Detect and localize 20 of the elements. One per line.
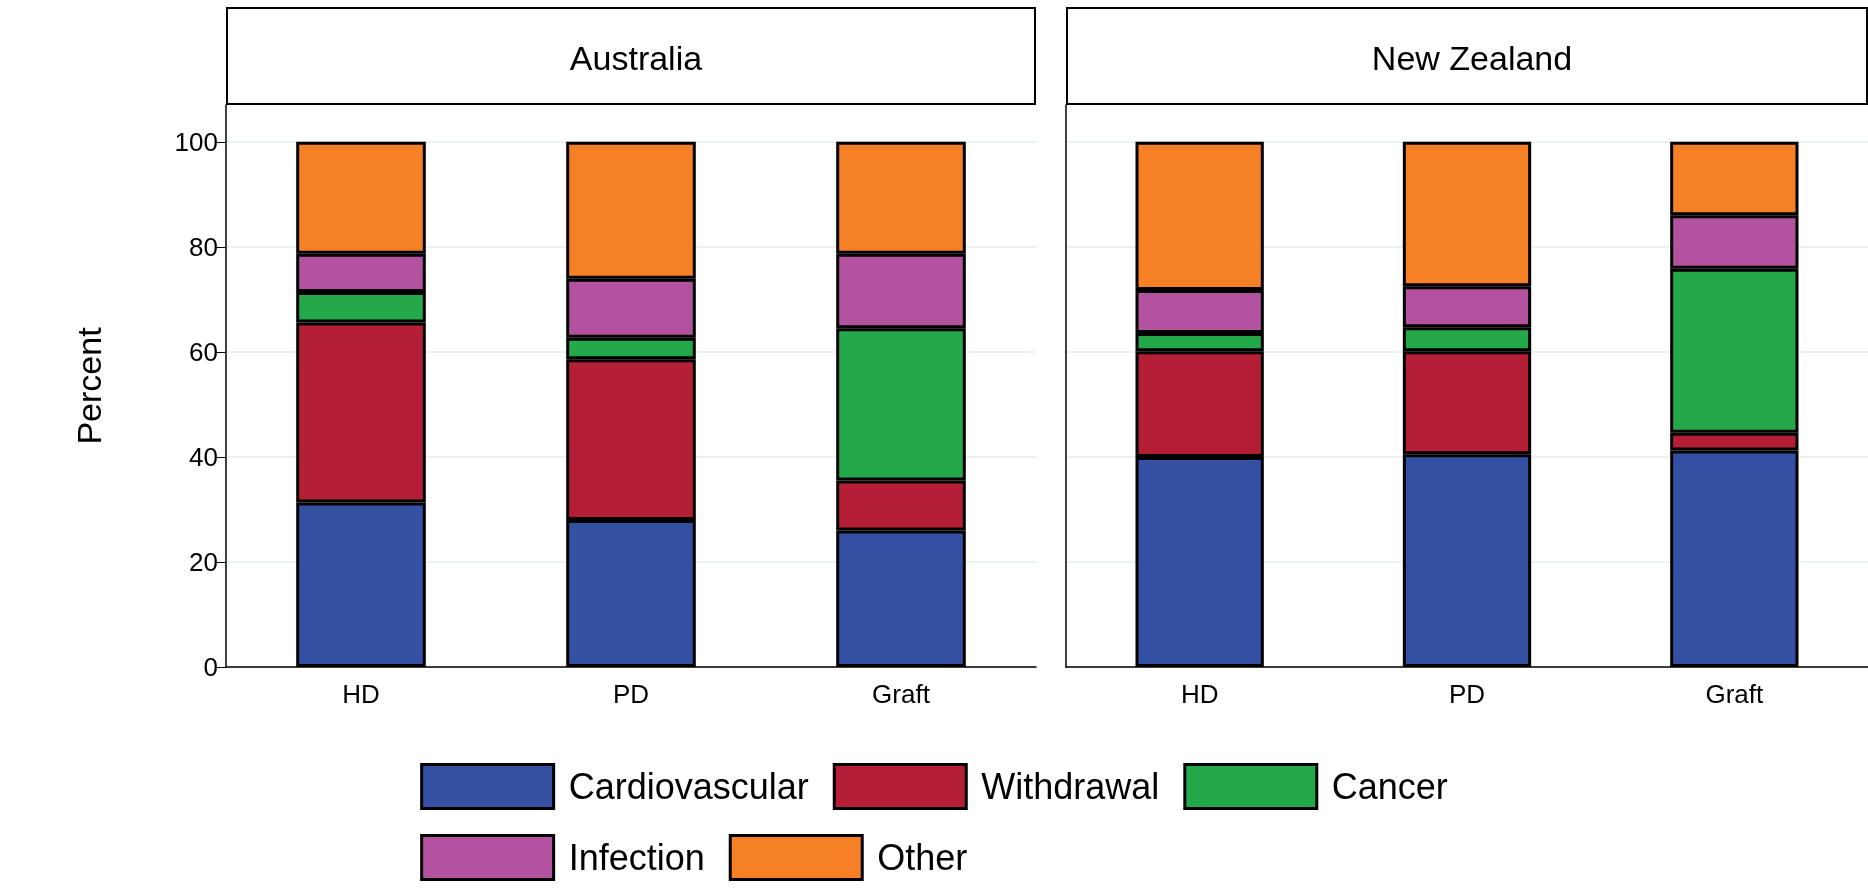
y-axis-title: Percent [70,326,108,445]
legend-label: Withdrawal [981,766,1160,807]
legend-label: Infection [568,837,705,878]
legend-label: Cardiovascular [568,766,809,807]
y-tick-label: 80 [189,231,218,262]
legend-label: Cancer [1331,766,1448,807]
chart-title: New Zealand [1371,39,1573,77]
y-tick-label: 60 [189,336,218,367]
x-tick-label: Graft [872,679,931,709]
x-tick-label: PD [612,679,650,709]
y-tick-label: 20 [189,546,218,577]
chart-title: Australia [569,39,703,77]
x-tick-label: HD [1180,679,1219,709]
y-tick-label: 100 [174,126,218,157]
x-tick-label: PD [1448,679,1486,709]
x-tick-label: Graft [1705,679,1764,709]
y-tick-label: 40 [189,441,218,472]
legend-label: Other [877,837,968,878]
y-tick-label: 0 [203,652,218,682]
x-tick-label: HD [342,679,380,709]
